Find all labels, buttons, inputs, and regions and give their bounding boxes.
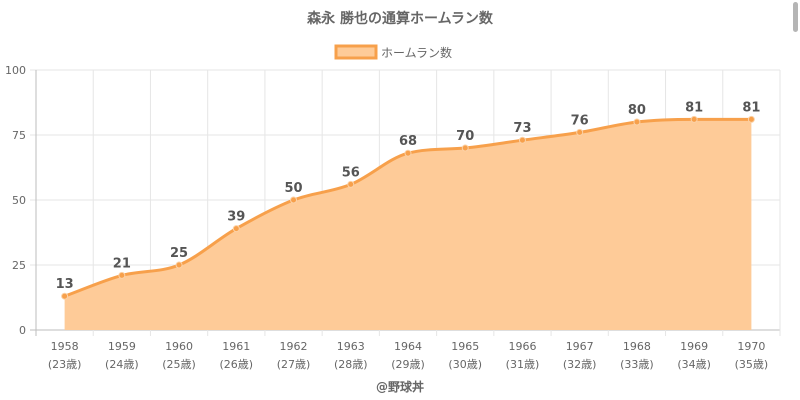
y-tick-label: 50 (12, 194, 26, 207)
x-tick-label: 1959 (108, 340, 136, 353)
data-label: 13 (56, 277, 74, 292)
data-point (61, 292, 69, 300)
data-point (518, 136, 526, 144)
x-tick-label: 1958 (51, 340, 79, 353)
data-label: 70 (456, 129, 474, 144)
y-tick-label: 0 (19, 324, 26, 337)
y-tick-label: 25 (12, 259, 26, 272)
legend-swatch (334, 44, 378, 60)
data-point (404, 149, 412, 157)
x-tick-label: 1970 (737, 340, 765, 353)
x-tick-sublabel: (24歳) (105, 358, 139, 371)
data-point (347, 180, 355, 188)
x-tick-sublabel: (26歳) (220, 358, 254, 371)
data-label: 21 (113, 256, 131, 271)
data-label: 25 (170, 246, 188, 261)
data-label: 76 (571, 113, 589, 128)
credit-text: @野球丼 (376, 379, 424, 394)
x-tick-label: 1969 (680, 340, 708, 353)
chart-title: 森永 勝也の通算ホームラン数 (307, 10, 494, 27)
data-point (461, 144, 469, 152)
x-tick-sublabel: (23歳) (48, 358, 82, 371)
y-tick-label: 75 (12, 129, 26, 142)
data-point (175, 261, 183, 269)
x-tick-sublabel: (34歳) (677, 358, 711, 371)
x-tick-label: 1961 (222, 340, 250, 353)
data-label: 81 (742, 100, 760, 115)
data-label: 56 (342, 165, 360, 180)
x-tick-label: 1967 (566, 340, 594, 353)
data-labels: 13 21 25 39 50 56 68 70 73 76 80 81 81 (56, 100, 761, 292)
x-tick-label: 1964 (394, 340, 422, 353)
data-point (232, 225, 240, 233)
data-label: 39 (227, 210, 245, 225)
x-tick-label: 1960 (165, 340, 193, 353)
scrollbar[interactable] (793, 2, 798, 32)
data-point (118, 271, 126, 279)
x-tick-label: 1966 (508, 340, 536, 353)
x-tick-sublabel: (32歳) (563, 358, 597, 371)
x-tick-sublabel: (30歳) (448, 358, 482, 371)
plot-area (61, 115, 755, 331)
data-point (633, 118, 641, 126)
data-point (576, 128, 584, 136)
x-tick-label: 1962 (280, 340, 308, 353)
x-tick-sublabel: (31歳) (506, 358, 540, 371)
x-tick-label: 1968 (623, 340, 651, 353)
axis-ticks: 0 25 50 75 100 1958 (23歳) 1959 (24歳) 1960 (25歳) 196… (5, 64, 768, 371)
x-tick-sublabel: (28歳) (334, 358, 368, 371)
x-tick-sublabel: (33歳) (620, 358, 654, 371)
data-label: 50 (284, 181, 302, 196)
data-point (690, 115, 698, 123)
area-fill (64, 119, 752, 331)
x-tick-label: 1963 (337, 340, 365, 353)
x-tick-sublabel: (27歳) (277, 358, 311, 371)
x-tick-sublabel: (29歳) (391, 358, 425, 371)
y-tick-label: 100 (5, 64, 26, 77)
x-tick-label: 1965 (451, 340, 479, 353)
data-label: 73 (513, 121, 531, 136)
x-tick-sublabel: (25歳) (162, 358, 196, 371)
data-label: 68 (399, 134, 417, 149)
legend[interactable]: ホームラン数 (334, 44, 452, 60)
legend-label: ホームラン数 (381, 45, 452, 60)
data-point (290, 196, 298, 204)
data-point (747, 115, 755, 123)
x-tick-sublabel: (35歳) (735, 358, 769, 371)
data-label: 81 (685, 100, 703, 115)
data-label: 80 (628, 103, 646, 118)
